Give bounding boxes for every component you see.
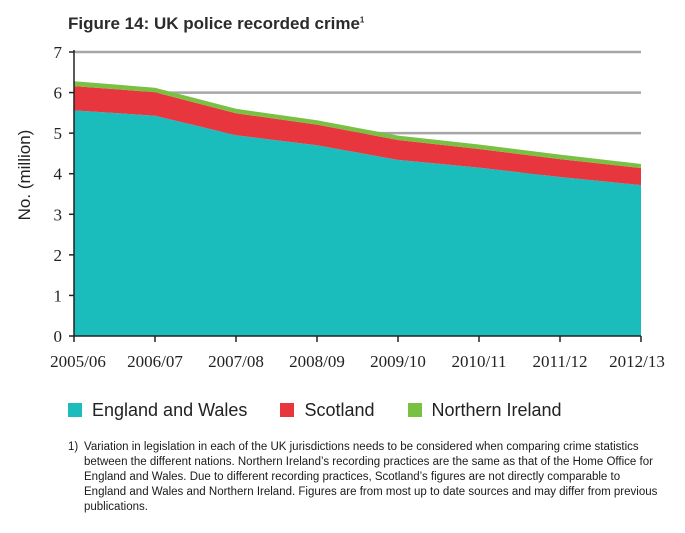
legend-swatch [280,403,295,417]
chart-legend: England and Wales Scotland Northern Irelan… [68,398,595,422]
y-tick-label: 7 [54,43,63,62]
x-tick-label: 2009/10 [370,352,426,371]
legend-label: England and Wales [92,399,248,420]
x-tick-label: 2005/06 [50,352,106,371]
chart-title: Figure 14: UK police recorded crime1 [68,14,365,33]
legend-label: Scotland [304,399,375,420]
legend-item: Northern Ireland [407,399,562,421]
y-axis-label: No. (million) [15,130,34,221]
legend-swatch [407,403,422,417]
area-northern-ireland [74,81,641,168]
x-tick-labels: 2005/06 2006/07 2007/08 2008/09 2009/10 2010/… [50,352,665,371]
area-series [74,81,641,337]
y-tick-label: 2 [54,246,63,265]
legend-item: England and Wales [68,400,247,421]
x-tick-label: 2008/09 [289,352,345,371]
x-tick-label: 2006/07 [127,352,183,371]
legend-item: Scotland [280,399,375,421]
area-england-and-wales [74,110,641,337]
title-footnote-marker: 1 [359,15,365,25]
x-tick-label: 2007/08 [208,352,264,371]
legend-label: Northern Ireland [431,399,562,420]
x-tick-label: 2011/12 [532,352,587,371]
y-tick-label: 4 [54,165,63,184]
legend-swatch [68,403,82,417]
y-tick-label: 0 [54,327,63,346]
y-tick-label: 5 [54,124,63,143]
y-tick-labels: 0 1 2 3 4 5 6 7 [54,43,63,346]
x-tick-label: 2010/11 [451,352,506,371]
y-tick-label: 3 [54,205,63,224]
x-tick-label: 2012/13 [609,352,665,371]
footnote: 1) Variation in legislation in each of t… [68,440,658,515]
area-scotland [74,86,641,186]
footnote-text: Variation in legislation in each of the … [84,441,658,513]
footnote-number: 1) [68,441,79,453]
axes [69,50,642,342]
y-tick-label: 1 [54,286,63,305]
y-tick-label: 6 [54,84,63,103]
